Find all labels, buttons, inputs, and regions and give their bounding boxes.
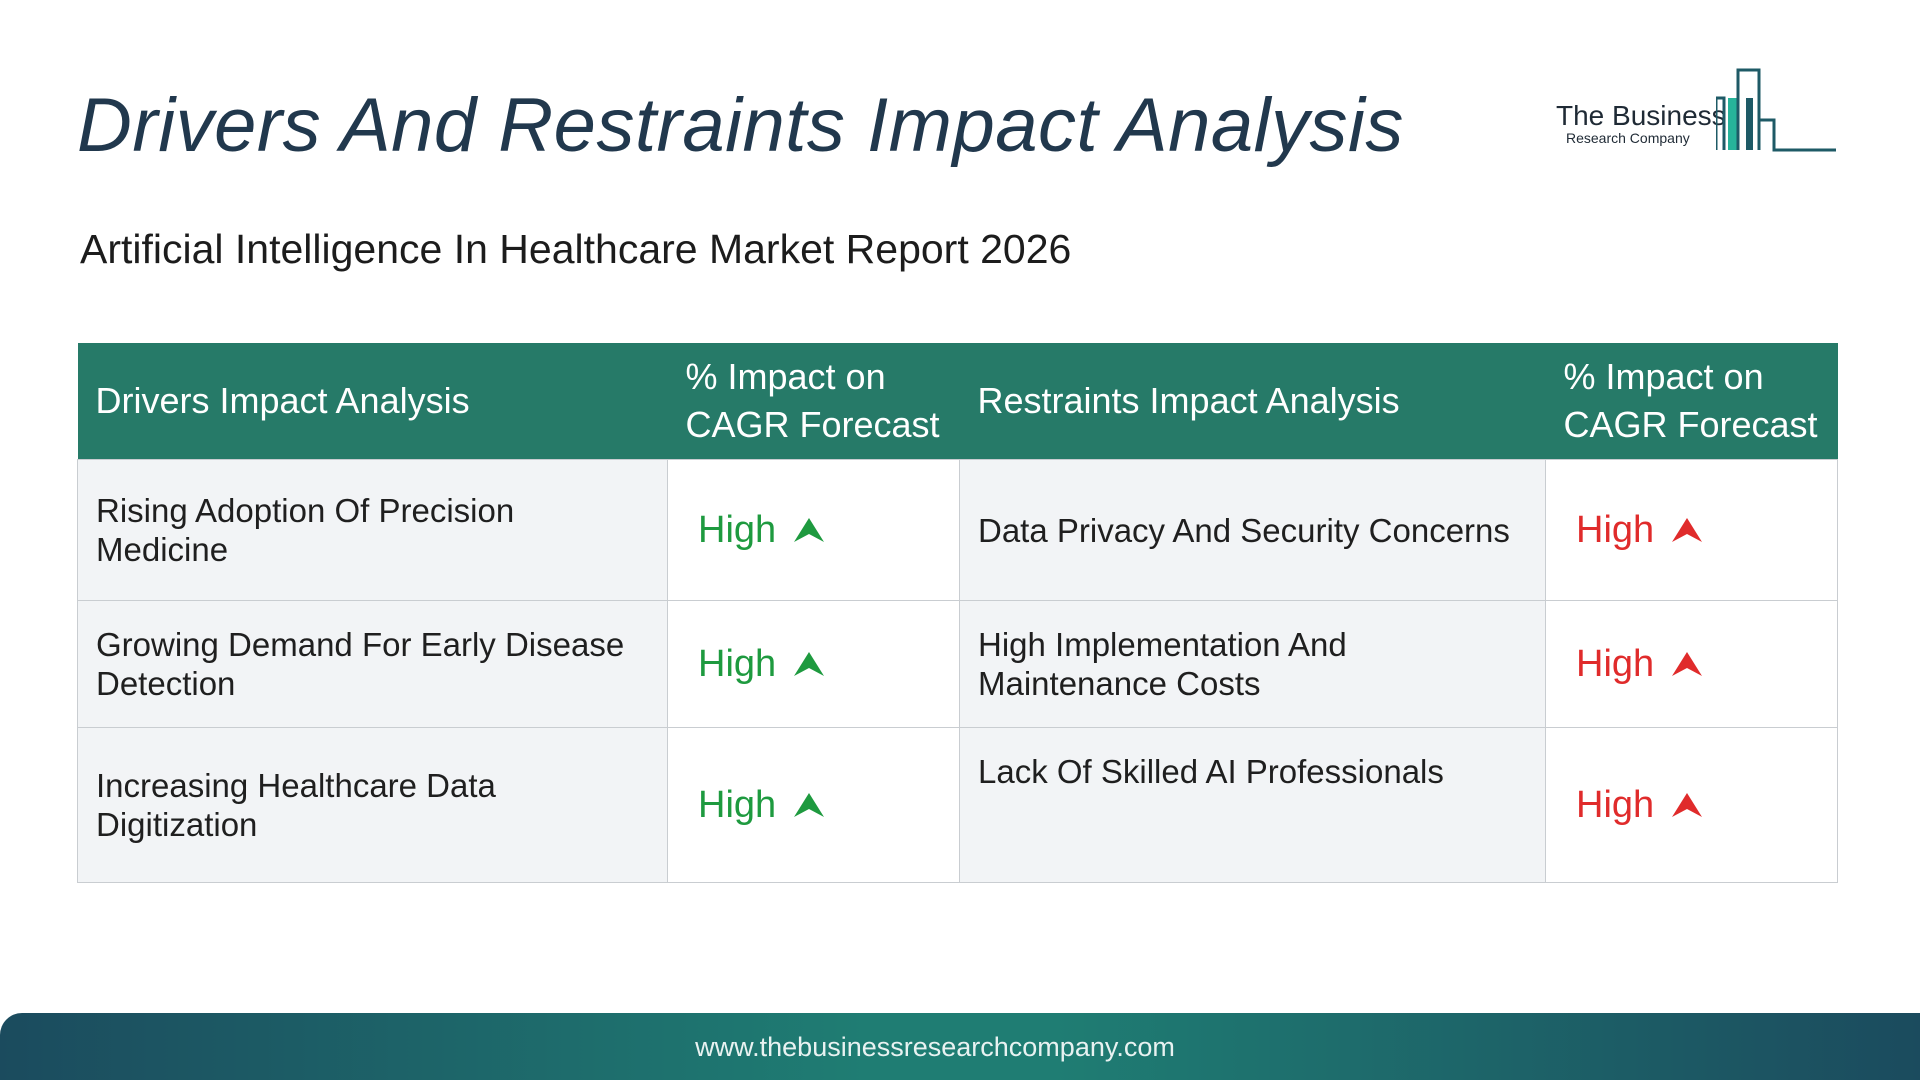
- driver-impact-cell: High: [667, 459, 960, 601]
- restraint-impact-cell: High: [1545, 459, 1838, 601]
- restraint-impact-cell: High: [1545, 600, 1838, 728]
- driver-impact-label: High: [698, 508, 777, 551]
- up-arrow-icon: [1672, 518, 1703, 542]
- header-drivers: Drivers Impact Analysis: [77, 343, 668, 460]
- restraint-cell: High Implementation And Maintenance Cost…: [959, 600, 1546, 728]
- header-drivers-impact: % Impact on CAGR Forecast: [667, 343, 960, 460]
- up-arrow-icon: [1672, 793, 1703, 817]
- restraint-impact-label: High: [1576, 783, 1655, 826]
- table-row: Growing Demand For Early Disease Detecti…: [77, 600, 1838, 728]
- table-row: Rising Adoption Of Precision Medicine Hi…: [77, 459, 1838, 601]
- impact-table: Drivers Impact Analysis % Impact on CAGR…: [77, 343, 1838, 883]
- company-logo: The Business Research Company: [1556, 68, 1836, 154]
- logo-line1: The Business: [1556, 100, 1726, 131]
- driver-impact-label: High: [698, 642, 777, 685]
- bar-building-icon: [1716, 68, 1836, 152]
- restraint-impact-label: High: [1576, 508, 1655, 551]
- restraint-cell: Lack Of Skilled AI Professionals: [959, 727, 1546, 883]
- restraint-impact-cell: High: [1545, 727, 1838, 883]
- restraint-impact-label: High: [1576, 642, 1655, 685]
- logo-line2: Research Company: [1566, 130, 1690, 146]
- up-arrow-icon: [794, 518, 825, 542]
- up-arrow-icon: [794, 793, 825, 817]
- up-arrow-icon: [794, 652, 825, 676]
- table-header-row: Drivers Impact Analysis % Impact on CAGR…: [77, 343, 1838, 460]
- driver-impact-label: High: [698, 783, 777, 826]
- footer-bar: [0, 1013, 1920, 1080]
- restraint-cell: Data Privacy And Security Concerns: [959, 459, 1546, 601]
- driver-cell: Increasing Healthcare Data Digitization: [77, 727, 668, 883]
- driver-impact-cell: High: [667, 727, 960, 883]
- driver-impact-cell: High: [667, 600, 960, 728]
- page-title: Drivers And Restraints Impact Analysis: [77, 83, 1404, 168]
- driver-cell: Growing Demand For Early Disease Detecti…: [77, 600, 668, 728]
- driver-cell: Rising Adoption Of Precision Medicine: [77, 459, 668, 601]
- table-row: Increasing Healthcare Data Digitization …: [77, 727, 1838, 883]
- header-restraints: Restraints Impact Analysis: [959, 343, 1546, 460]
- header-restraints-impact: % Impact on CAGR Forecast: [1545, 343, 1838, 460]
- footer-url[interactable]: www.thebusinessresearchcompany.com: [695, 1032, 1175, 1062]
- report-subtitle: Artificial Intelligence In Healthcare Ma…: [80, 226, 1072, 272]
- up-arrow-icon: [1672, 652, 1703, 676]
